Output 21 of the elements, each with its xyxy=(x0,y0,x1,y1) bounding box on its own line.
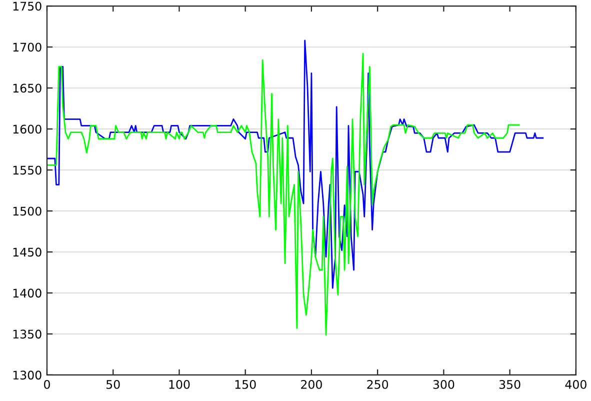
line-series xyxy=(46,40,544,289)
y-tick-label: 1600 xyxy=(13,124,42,134)
y-tick-label: 1300 xyxy=(13,370,42,380)
y-tick-label: 1700 xyxy=(13,42,42,52)
x-tick-label: 300 xyxy=(433,380,454,389)
x-tick-label: 200 xyxy=(301,380,322,389)
y-tick-label: 1650 xyxy=(13,84,42,93)
x-tick-label: 400 xyxy=(565,380,586,389)
y-tick-label: 1450 xyxy=(13,248,42,257)
x-tick-label: 0 xyxy=(44,380,50,389)
y-tick-label: 1500 xyxy=(13,206,42,216)
x-tick-label: 100 xyxy=(169,380,190,389)
x-tick-label: 50 xyxy=(106,380,120,389)
y-tick-label: 1350 xyxy=(13,330,42,339)
x-tick-label: 350 xyxy=(499,380,520,389)
x-tick-label: 250 xyxy=(367,380,388,389)
line-series xyxy=(46,52,520,336)
y-tick-label: 1400 xyxy=(13,288,42,298)
y-tick-label: 1750 xyxy=(13,2,42,11)
x-tick-label: 150 xyxy=(235,380,256,389)
y-tick-label: 1550 xyxy=(13,166,42,175)
